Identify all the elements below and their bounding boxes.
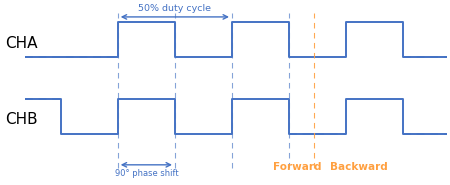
Text: CHA: CHA <box>5 36 38 51</box>
Text: Forward: Forward <box>273 162 322 172</box>
Text: Backward: Backward <box>330 162 387 172</box>
Text: CHB: CHB <box>5 112 38 127</box>
Text: 90° phase shift: 90° phase shift <box>115 169 178 178</box>
Text: 50% duty cycle: 50% duty cycle <box>138 4 212 13</box>
